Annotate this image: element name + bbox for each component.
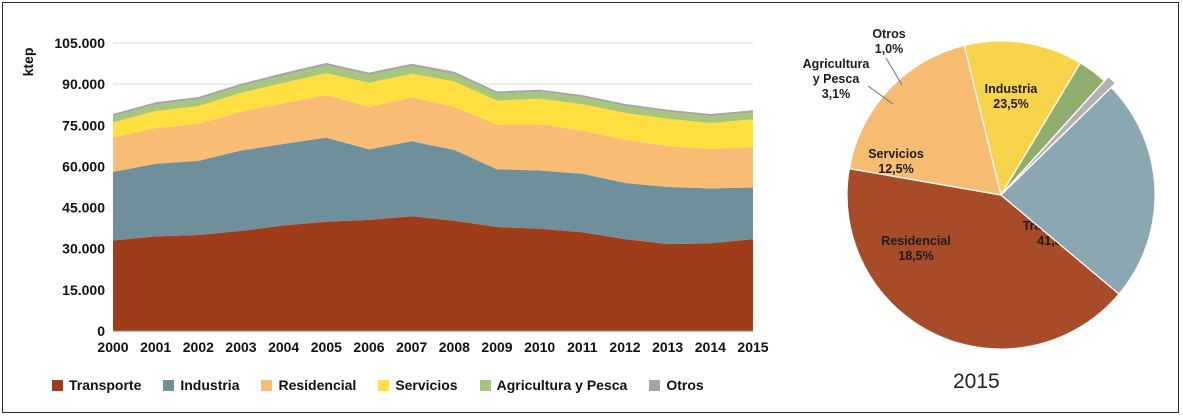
legend-swatch	[649, 379, 661, 391]
area-series-residencial	[113, 95, 753, 189]
legend-label: Servicios	[395, 377, 458, 393]
legend-swatch	[163, 379, 175, 391]
x-tick-label: 2007	[396, 339, 427, 355]
legend-item-agricultura: Agricultura y Pesca	[479, 377, 628, 393]
x-tick-label: 2004	[268, 339, 299, 355]
x-tick-label: 2002	[183, 339, 214, 355]
x-tick-label: 2013	[652, 339, 683, 355]
x-tick-label: 2000	[97, 339, 128, 355]
y-tick-label: 45.000	[62, 200, 105, 216]
y-tick-label: 60.000	[62, 158, 105, 174]
legend-label: Residencial	[278, 377, 357, 393]
legend-item-transporte: Transporte	[52, 377, 141, 393]
legend-swatch	[261, 379, 273, 391]
legend-label: Agricultura y Pesca	[496, 377, 628, 393]
pie-title: 2015	[953, 370, 1000, 393]
y-tick-label: 0	[97, 323, 105, 339]
area-series-otros	[113, 63, 753, 117]
legend-item-otros: Otros	[649, 377, 704, 393]
x-tick-label: 2005	[311, 339, 342, 355]
legend-label: Transporte	[69, 377, 142, 393]
y-tick-label: 90.000	[62, 76, 105, 92]
area-series-industria	[113, 137, 753, 245]
x-tick-label: 2011	[567, 339, 598, 355]
x-tick-label: 2003	[225, 339, 256, 355]
area-series-transporte	[113, 216, 753, 331]
y-tick-label: 105.000	[54, 35, 105, 51]
x-tick-label: 2012	[609, 339, 640, 355]
x-tick-label: 2001	[140, 339, 171, 355]
area-series-servicios	[113, 73, 753, 150]
legend-swatch	[479, 379, 491, 391]
legend-item-servicios: Servicios	[378, 377, 458, 393]
legend-label: Industria	[180, 377, 240, 393]
legend-item-residencial: Residencial	[261, 377, 356, 393]
chart-legend: Transporte Industria Residencial Servici…	[52, 376, 726, 394]
legend-swatch	[378, 379, 390, 391]
y-axis-label: ktep	[20, 48, 36, 77]
x-tick-label: 2015	[737, 339, 768, 355]
y-tick-label: 75.000	[62, 117, 105, 133]
area-chart: 0 15.000 30.000 45.000 60.000 75.000 90.000 105…	[20, 35, 769, 355]
y-tick-label: 15.000	[62, 282, 105, 298]
legend-swatch	[52, 379, 63, 391]
x-tick-label: 2009	[481, 339, 512, 355]
y-tick-label: 30.000	[62, 241, 105, 257]
area-series-agricultura-y-pesca	[113, 65, 753, 124]
x-tick-label: 2006	[353, 339, 384, 355]
legend-item-industria: Industria	[163, 377, 239, 393]
x-tick-label: 2014	[695, 339, 726, 355]
legend-label: Otros	[666, 377, 704, 393]
x-tick-label: 2008	[439, 339, 470, 355]
x-tick-label: 2010	[524, 339, 555, 355]
